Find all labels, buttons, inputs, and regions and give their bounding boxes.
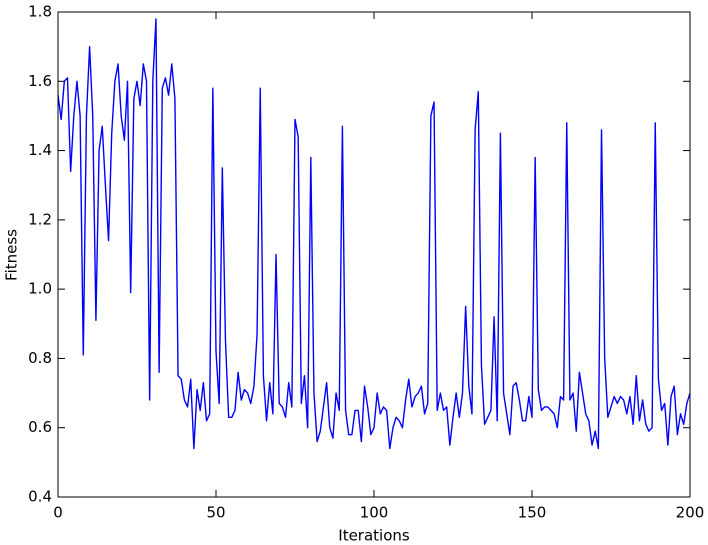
- y-tick-label: 1.6: [28, 72, 52, 90]
- y-tick-label: 1.4: [28, 141, 52, 159]
- x-tick-label: 150: [518, 504, 547, 522]
- x-axis-label: Iterations: [338, 527, 410, 545]
- x-tick-label: 0: [53, 504, 63, 522]
- y-tick-label: 1.0: [28, 280, 52, 298]
- data-line: [57, 18, 691, 450]
- y-tick-label: 0.6: [28, 418, 52, 436]
- x-tick-label: 50: [206, 504, 225, 522]
- y-tick-label: 0.4: [28, 488, 52, 506]
- y-tick-label: 0.8: [28, 349, 52, 367]
- y-tick-label: 1.8: [28, 3, 52, 21]
- y-tick-label: 1.2: [28, 210, 52, 228]
- y-axis-label: Fitness: [3, 229, 21, 281]
- x-tick-label: 100: [360, 504, 389, 522]
- x-tick-label: 200: [676, 504, 705, 522]
